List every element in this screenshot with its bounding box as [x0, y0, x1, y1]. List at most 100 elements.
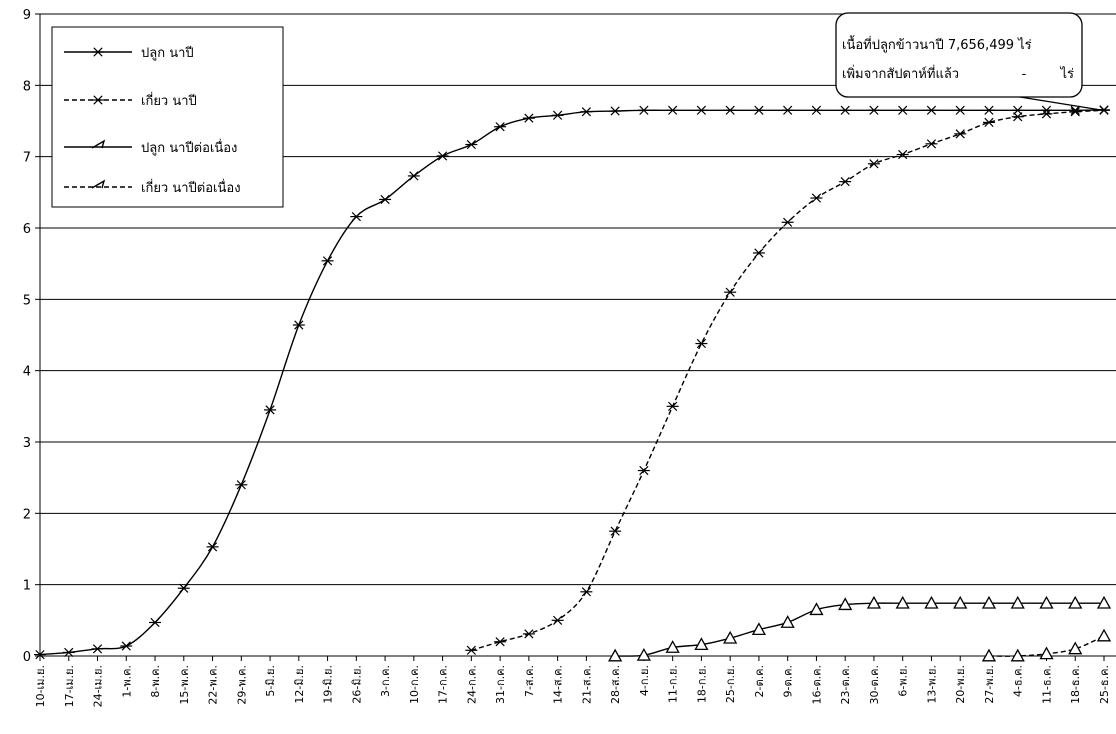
data-point [665, 640, 680, 653]
series-line [615, 602, 1104, 657]
data-point [350, 211, 363, 222]
marker-stroke [898, 105, 908, 115]
marker-stroke [926, 139, 937, 149]
data-point [551, 110, 564, 120]
x-tick-label: 28-ส.ค. [609, 665, 622, 704]
data-point [695, 338, 708, 349]
legend-item-4: เกี่ยว นาปีต่อเนื่อง [64, 179, 241, 196]
x-tick-label: 1-พ.ค. [120, 665, 133, 698]
y-tick-label: 0 [23, 650, 31, 665]
marker-stroke [725, 287, 735, 297]
marker-stroke [840, 105, 850, 115]
data-point [1039, 646, 1054, 660]
x-tick-label: 27-พ.ย. [983, 665, 996, 704]
data-point [1069, 105, 1082, 115]
marker-stroke [783, 105, 793, 115]
data-point [551, 615, 564, 625]
data-point [637, 105, 650, 115]
data-point [694, 637, 709, 651]
marker-stroke [93, 47, 103, 57]
y-tick-label: 6 [23, 222, 31, 237]
y-tick-label: 2 [23, 507, 31, 522]
x-tick-label: 10-ก.ค. [408, 665, 421, 704]
x-tick-label: 18-ธ.ค. [1069, 665, 1082, 704]
marker-stroke [1041, 105, 1052, 115]
x-tick-label: 20-พ.ย. [954, 665, 967, 704]
data-point [494, 637, 507, 647]
marker-stroke [466, 645, 476, 655]
legend-swatch-marker [91, 139, 106, 149]
data-point [465, 139, 478, 150]
data-point [609, 106, 622, 116]
data-point [264, 405, 277, 415]
data-point [321, 256, 334, 266]
annotation-leader [1019, 96, 1102, 111]
marker-stroke [610, 106, 620, 116]
axes [39, 14, 1116, 657]
data-point [34, 649, 46, 660]
data-point [1068, 641, 1083, 655]
legend-swatch-marker [92, 47, 104, 57]
marker-stroke [495, 122, 505, 132]
data-point [177, 583, 190, 593]
annotation-line2-label: เพิ่มจากสัปดาห์ที่แล้ว [842, 65, 959, 82]
data-point [62, 647, 75, 658]
x-tick-label: 25-ธ.ค. [1098, 665, 1111, 704]
data-point [580, 587, 593, 597]
marker-stroke [1013, 112, 1023, 122]
x-tick-label: 4-ก.ย. [638, 665, 651, 696]
data-point [752, 248, 765, 258]
marker-stroke [466, 139, 476, 150]
marker-stroke [840, 177, 850, 187]
marker-stroke [926, 105, 937, 115]
data-point [839, 177, 852, 187]
x-tick-label: 12-มิ.ย. [293, 665, 306, 704]
data-point [465, 645, 478, 655]
x-tick-label: 11-ธ.ค. [1040, 665, 1053, 704]
data-point [896, 149, 909, 160]
x-tick-label: 9-ต.ค. [782, 665, 795, 697]
x-tick-label: 4-ธ.ค. [1012, 665, 1025, 697]
marker-stroke [93, 95, 103, 105]
data-point [1010, 595, 1025, 609]
legend-label: ปลูก นาปีต่อเนื่อง [141, 139, 237, 156]
series-line [471, 109, 1105, 651]
data-point [206, 542, 219, 552]
marker-stroke [811, 105, 822, 115]
marker-stroke [207, 542, 218, 552]
data-point [781, 105, 794, 115]
marker-stroke [322, 256, 333, 266]
data-point [1010, 648, 1025, 662]
x-tick-label: 8-พ.ค. [149, 665, 162, 698]
data-point [1040, 109, 1053, 119]
x-tick-label: 29-พ.ค. [235, 665, 248, 705]
marker-stroke [783, 217, 793, 227]
data-point [982, 105, 995, 115]
series-layer [34, 105, 1112, 662]
marker-stroke [581, 107, 592, 117]
annotation-line1: เนื้อที่ปลูกข้าวนาปี 7,656,499 ไร่ [842, 35, 1032, 53]
data-point [838, 597, 853, 611]
marker-stroke [409, 171, 419, 181]
marker-stroke [668, 401, 678, 411]
x-tick-label: 26-มิ.ย. [350, 665, 363, 704]
x-tick-label: 30-ต.ค. [868, 665, 881, 704]
x-tick-label: 6-พ.ย. [897, 665, 910, 697]
x-tick-label: 10-เม.ย. [34, 665, 47, 707]
marker-stroke [1099, 105, 1109, 115]
data-point [810, 105, 823, 115]
x-tick-label: 17-เม.ย. [63, 665, 76, 707]
x-tick-label: 14-ส.ค. [552, 665, 565, 704]
series-2 [465, 105, 1110, 655]
marker-stroke [581, 587, 592, 597]
annotation-callout: เนื้อที่ปลูกข้าวนาปี 7,656,499 ไร่เพิ่มจ… [835, 12, 1102, 111]
data-point [666, 401, 679, 411]
data-point [867, 159, 880, 169]
marker-stroke [639, 105, 649, 115]
data-point [1039, 595, 1054, 609]
marker-stroke [121, 641, 131, 651]
marker-stroke [524, 629, 534, 639]
x-tick-label: 11-ก.ย. [667, 665, 680, 703]
series-1 [34, 105, 1110, 660]
